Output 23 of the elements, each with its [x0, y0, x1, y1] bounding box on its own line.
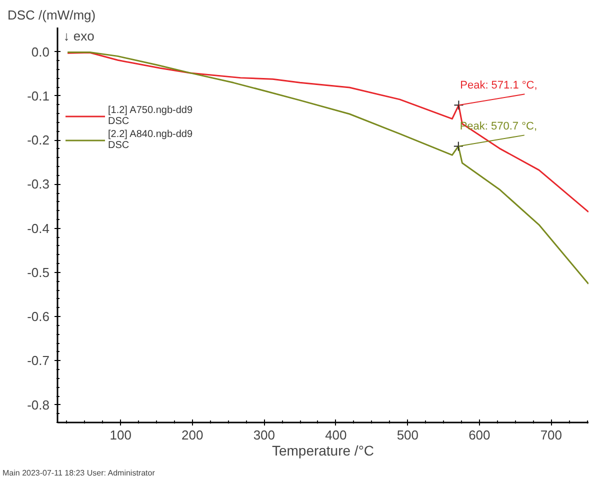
x-tick-label: 500 — [396, 428, 419, 442]
x-tick-label: 200 — [182, 428, 204, 442]
y-tick-label: -0.5 — [27, 264, 50, 280]
y-axis-title: DSC /(mW/mg) — [8, 8, 96, 22]
y-tick-label: -0.3 — [27, 176, 50, 192]
y-tick-label: -0.8 — [27, 397, 50, 412]
x-tick-label: 100 — [110, 428, 132, 442]
x-tick-label: 700 — [540, 428, 562, 442]
annotation: ↓ exo — [63, 28, 94, 44]
y-tick-label: -0.2 — [27, 132, 50, 148]
x-tick-label: 400 — [325, 428, 347, 442]
text: Main 2023-07-11 18:23 User: Administrator — [2, 468, 156, 478]
annotation: Peak: 571.1 °C, — [460, 79, 538, 92]
x-tick-label: 600 — [468, 428, 490, 442]
y-tick-label: 0.0 — [31, 44, 50, 60]
legend-label: [1.2] A750.ngb-dd9 DSC — [108, 104, 193, 128]
y-tick-label: -0.7 — [27, 353, 50, 368]
x-tick-label: 300 — [253, 428, 276, 442]
y-tick-label: -0.1 — [27, 88, 50, 104]
y-tick-label: -0.6 — [27, 309, 50, 324]
x-axis-title: Temperature /°C — [272, 442, 374, 458]
legend-label: [2.2] A840.ngb-dd9 DSC — [108, 128, 193, 152]
y-tick-label: -0.4 — [27, 220, 50, 236]
